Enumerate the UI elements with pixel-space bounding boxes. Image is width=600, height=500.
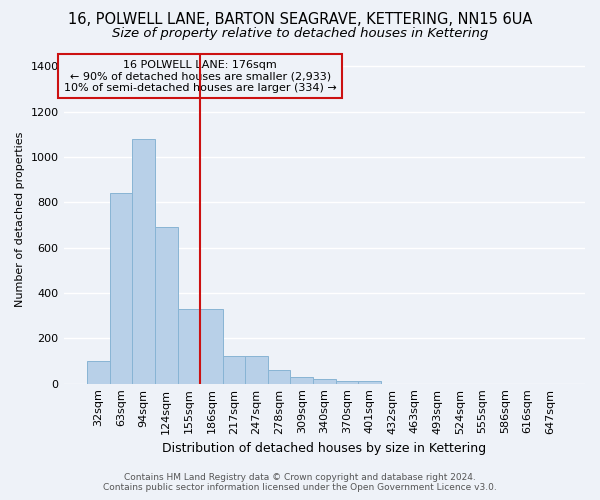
Text: 16, POLWELL LANE, BARTON SEAGRAVE, KETTERING, NN15 6UA: 16, POLWELL LANE, BARTON SEAGRAVE, KETTE… bbox=[68, 12, 532, 28]
Bar bbox=[178, 309, 200, 384]
Text: Contains HM Land Registry data © Crown copyright and database right 2024.
Contai: Contains HM Land Registry data © Crown c… bbox=[103, 473, 497, 492]
Bar bbox=[313, 379, 335, 384]
Bar bbox=[268, 370, 290, 384]
Bar bbox=[110, 194, 133, 384]
Bar bbox=[358, 382, 381, 384]
Bar bbox=[335, 382, 358, 384]
Bar bbox=[87, 361, 110, 384]
X-axis label: Distribution of detached houses by size in Kettering: Distribution of detached houses by size … bbox=[162, 442, 487, 455]
Bar bbox=[133, 139, 155, 384]
Bar bbox=[155, 228, 178, 384]
Text: Size of property relative to detached houses in Kettering: Size of property relative to detached ho… bbox=[112, 28, 488, 40]
Bar bbox=[290, 377, 313, 384]
Bar bbox=[200, 309, 223, 384]
Bar bbox=[223, 356, 245, 384]
Y-axis label: Number of detached properties: Number of detached properties bbox=[15, 132, 25, 307]
Bar bbox=[245, 356, 268, 384]
Text: 16 POLWELL LANE: 176sqm
← 90% of detached houses are smaller (2,933)
10% of semi: 16 POLWELL LANE: 176sqm ← 90% of detache… bbox=[64, 60, 337, 92]
